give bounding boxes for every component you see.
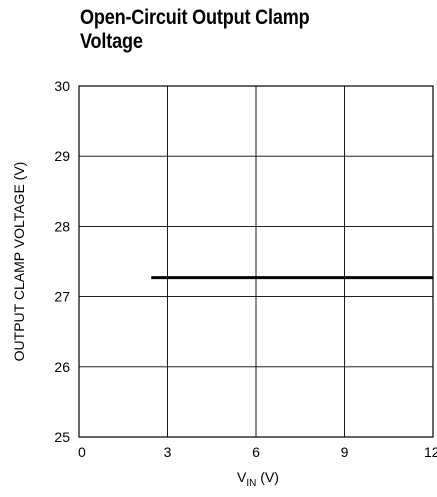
x-axis-label: VIN (V) — [237, 469, 279, 489]
y-tick-label-2: 27 — [54, 289, 70, 305]
x-axis-label-subscript: IN — [246, 478, 256, 489]
x-tick-label-3: 9 — [341, 444, 349, 460]
y-tick-label-5: 30 — [54, 78, 70, 94]
chart-title: Open-Circuit Output Clamp Voltage — [80, 6, 372, 54]
x-tick-label-2: 6 — [252, 444, 260, 460]
y-tick-labels: 25 26 27 28 29 30 — [54, 78, 70, 445]
y-axis-label: OUTPUT CLAMP VOLTAGE (V) — [11, 162, 27, 362]
y-tick-label-4: 29 — [54, 148, 70, 164]
plot-frame — [78, 85, 434, 438]
x-tick-label-0: 0 — [78, 444, 86, 460]
chart-title-line-1: Open-Circuit Output Clamp — [80, 6, 310, 29]
x-axis-label-main: V — [237, 469, 247, 485]
y-tick-label-0: 25 — [54, 429, 70, 445]
y-tick-label-1: 26 — [54, 359, 70, 375]
x-tick-label-1: 3 — [164, 444, 172, 460]
grid — [79, 86, 433, 437]
x-axis-label-unit: (V) — [256, 469, 279, 485]
y-tick-label-3: 28 — [54, 218, 70, 234]
x-tick-label-4: 12 — [424, 444, 437, 460]
x-tick-labels: 0 3 6 9 12 — [78, 444, 437, 460]
chart-title-line-2: Voltage — [80, 30, 143, 53]
